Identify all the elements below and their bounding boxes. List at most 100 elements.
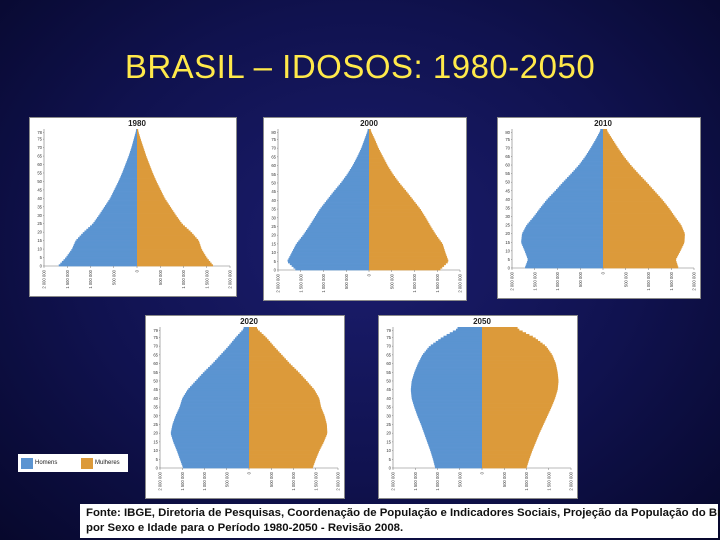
bar-women-age-16: [137, 237, 197, 240]
bar-women-age-62: [482, 358, 555, 361]
x-tick-label: 2 000 000: [391, 471, 396, 490]
bar-men-age-5: [527, 257, 603, 260]
bar-men-age-1: [182, 464, 249, 467]
bar-women-age-76: [137, 135, 140, 138]
bar-women-age-41: [137, 194, 164, 198]
age-tick-label: 25: [37, 221, 42, 226]
bar-women-age-67: [369, 151, 381, 154]
bar-women-age-32: [603, 211, 672, 214]
bar-men-age-26: [94, 220, 137, 223]
bar-men-age-23: [307, 228, 369, 231]
bar-women-age-21: [369, 231, 435, 234]
bar-men-age-38: [181, 400, 249, 403]
bar-men-age-20: [84, 230, 137, 233]
bar-men-age-49: [117, 181, 137, 184]
bar-men-age-79: [135, 130, 137, 133]
bar-women-age-27: [482, 419, 546, 422]
bar-women-age-78: [369, 132, 373, 135]
age-tick-label: 35: [37, 204, 42, 209]
x-tick-label: 1 000 000: [291, 471, 296, 490]
bar-women-age-35: [482, 405, 552, 408]
bar-men-age-7: [178, 454, 249, 457]
bar-men-age-33: [178, 408, 249, 411]
bar-women-age-45: [137, 188, 161, 191]
bar-men-age-71: [132, 144, 137, 147]
legend-label-women: Mulheres: [95, 460, 120, 466]
bar-men-age-36: [542, 204, 603, 207]
bar-women-age-16: [603, 238, 685, 241]
bar-women-age-60: [137, 162, 150, 165]
bar-men-age-31: [316, 214, 369, 217]
bar-women-age-56: [482, 368, 558, 371]
bar-women-age-58: [482, 365, 557, 368]
bar-men-age-8: [431, 452, 482, 455]
bar-women-age-72: [369, 142, 377, 146]
bar-women-age-14: [369, 243, 443, 246]
bar-men-age-25: [527, 223, 603, 226]
bar-men-age-38: [324, 202, 369, 205]
x-tick-label: 1 000 000: [202, 471, 207, 490]
bar-women-age-12: [603, 245, 683, 248]
age-tick-label: 70: [271, 146, 276, 151]
bar-women-age-45: [369, 189, 407, 193]
bar-men-age-34: [103, 206, 137, 209]
bar-women-age-25: [249, 422, 327, 425]
bar-men-age-28: [174, 417, 249, 420]
bar-men-age-45: [410, 387, 482, 391]
bar-men-age-14: [173, 441, 249, 444]
bar-women-age-64: [137, 156, 147, 159]
age-tick-label: 10: [37, 247, 42, 252]
bar-men-age-47: [337, 186, 369, 189]
bar-men-age-44: [332, 191, 369, 194]
bar-women-age-15: [603, 240, 685, 243]
bar-men-age-68: [589, 149, 603, 152]
bar-women-age-13: [482, 443, 535, 446]
bar-women-age-19: [137, 232, 193, 235]
bar-women-age-75: [249, 335, 266, 338]
age-tick-label: 40: [153, 396, 158, 401]
bar-men-age-67: [224, 349, 249, 352]
bar-men-age-71: [230, 342, 249, 345]
bar-men-age-45: [555, 189, 603, 192]
bar-men-age-65: [357, 155, 369, 158]
bar-women-age-79: [482, 328, 520, 331]
bar-women-age-14: [482, 441, 536, 444]
bar-men-age-6: [288, 257, 369, 260]
bar-women-age-8: [482, 452, 532, 455]
bar-women-age-72: [137, 142, 143, 145]
bar-women-age-51: [482, 377, 559, 380]
bar-women-age-27: [137, 218, 180, 221]
source-line-2: por Sexo e Idade para o Período 1980-205…: [86, 522, 404, 534]
age-tick-label: 0: [40, 264, 43, 269]
age-tick-label: 20: [386, 431, 391, 436]
bar-women-age-26: [137, 220, 181, 223]
bar-women-age-44: [603, 190, 656, 193]
bar-women-age-38: [137, 200, 167, 203]
bar-men-age-57: [123, 167, 137, 170]
bar-men-age-74: [234, 337, 249, 340]
bar-men-age-12: [428, 445, 482, 448]
bar-women-age-53: [482, 374, 558, 377]
bar-women-age-5: [369, 259, 449, 262]
bar-men-age-70: [131, 145, 137, 148]
age-tick-label: 75: [505, 137, 510, 142]
bar-women-age-4: [137, 257, 208, 260]
bar-men-age-43: [411, 391, 482, 394]
age-tick-label: 45: [37, 187, 42, 192]
bar-men-age-7: [431, 454, 482, 457]
bar-women-age-58: [603, 166, 634, 169]
bar-women-age-44: [137, 189, 162, 192]
bar-men-age-5: [66, 255, 137, 258]
age-tick-label: 25: [153, 422, 158, 427]
bar-men-age-77: [134, 134, 137, 137]
bar-men-age-31: [535, 213, 603, 216]
bar-women-age-3: [603, 261, 677, 264]
bar-women-age-21: [249, 429, 328, 432]
bar-men-age-12: [175, 445, 249, 448]
bar-women-age-19: [603, 233, 685, 236]
bar-men-age-64: [421, 354, 482, 357]
bar-women-age-68: [369, 149, 380, 152]
bar-men-age-8: [290, 254, 369, 257]
bar-women-age-78: [482, 330, 523, 333]
bar-men-age-2: [434, 462, 482, 465]
